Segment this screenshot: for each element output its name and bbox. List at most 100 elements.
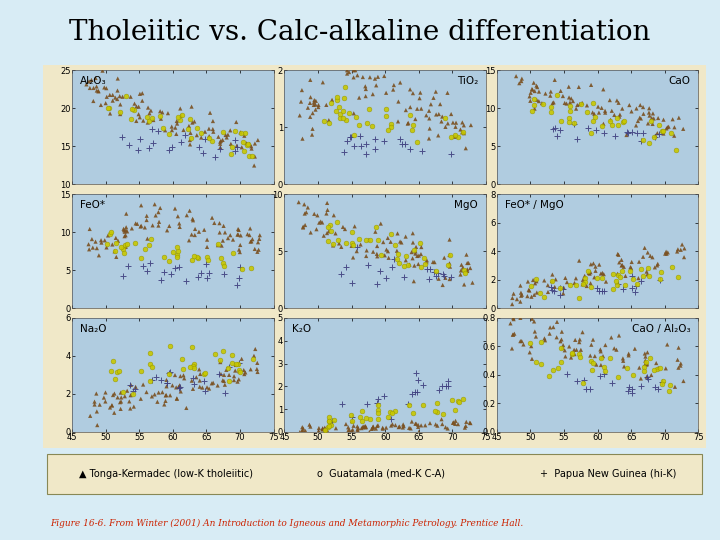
Point [223, 370, 235, 379]
Point [240, 139, 252, 147]
Point [433, 386, 445, 394]
Text: SiO₂: SiO₂ [374, 462, 397, 472]
Point [644, 252, 656, 260]
Point [99, 236, 110, 245]
Point [317, 425, 328, 434]
Point [612, 249, 624, 258]
Point [638, 110, 649, 118]
Point [304, 99, 315, 107]
Point [354, 132, 366, 141]
Point [230, 366, 241, 375]
Point [608, 344, 620, 353]
Point [299, 428, 310, 436]
Point [413, 428, 425, 436]
Point [318, 117, 330, 125]
Point [612, 271, 624, 279]
Point [161, 379, 173, 388]
Point [144, 349, 156, 358]
Point [577, 379, 588, 388]
Point [165, 269, 176, 278]
Point [206, 379, 217, 388]
Point [145, 106, 157, 115]
Point [234, 248, 246, 256]
Point [408, 238, 419, 247]
Point [637, 129, 649, 137]
Point [187, 216, 199, 225]
Point [464, 419, 476, 428]
Point [419, 260, 431, 268]
Point [246, 237, 257, 246]
Point [667, 115, 678, 124]
Point [181, 277, 192, 286]
Point [432, 408, 444, 416]
Point [618, 262, 629, 271]
Point [230, 118, 242, 126]
Point [189, 225, 201, 233]
Point [126, 105, 138, 113]
Point [457, 263, 469, 272]
Point [616, 104, 628, 113]
Point [323, 413, 335, 422]
Point [628, 274, 639, 283]
Point [173, 246, 184, 255]
Point [173, 383, 184, 391]
Point [570, 274, 582, 282]
Point [516, 292, 527, 300]
Point [595, 269, 606, 278]
Point [415, 263, 426, 272]
Point [347, 253, 359, 262]
Point [634, 363, 645, 372]
Point [437, 269, 449, 278]
Point [218, 221, 230, 230]
Point [158, 268, 170, 276]
Point [443, 381, 454, 390]
Point [442, 424, 454, 433]
Point [249, 152, 261, 161]
Point [297, 424, 309, 433]
Point [385, 119, 397, 128]
Point [523, 286, 535, 295]
Point [219, 380, 230, 389]
Point [300, 221, 311, 230]
Point [118, 225, 130, 233]
Point [109, 93, 121, 102]
Point [440, 123, 451, 131]
Point [153, 388, 164, 397]
Point [184, 362, 196, 371]
Point [321, 199, 333, 207]
Point [305, 112, 316, 121]
Point [555, 357, 567, 366]
Point [649, 263, 660, 272]
Point [122, 387, 133, 395]
Point [609, 131, 621, 140]
Point [297, 426, 308, 435]
Point [326, 96, 338, 104]
Point [112, 86, 123, 95]
Point [516, 75, 528, 83]
Point [649, 133, 660, 142]
Point [349, 222, 361, 231]
Point [214, 228, 225, 237]
Point [125, 391, 136, 400]
Point [109, 389, 120, 398]
Point [194, 382, 205, 391]
Point [529, 327, 541, 336]
Point [297, 423, 308, 431]
Point [372, 72, 384, 81]
Point [347, 240, 359, 249]
Point [600, 109, 611, 117]
Point [649, 131, 661, 140]
Point [91, 86, 102, 95]
Point [577, 280, 588, 288]
Point [364, 415, 375, 423]
Point [147, 139, 158, 147]
Point [238, 131, 250, 140]
Point [300, 208, 312, 217]
Point [527, 85, 539, 94]
Point [515, 314, 526, 322]
Point [616, 261, 627, 270]
Point [149, 200, 161, 208]
Point [220, 366, 232, 374]
Point [508, 329, 520, 338]
Point [343, 109, 354, 117]
